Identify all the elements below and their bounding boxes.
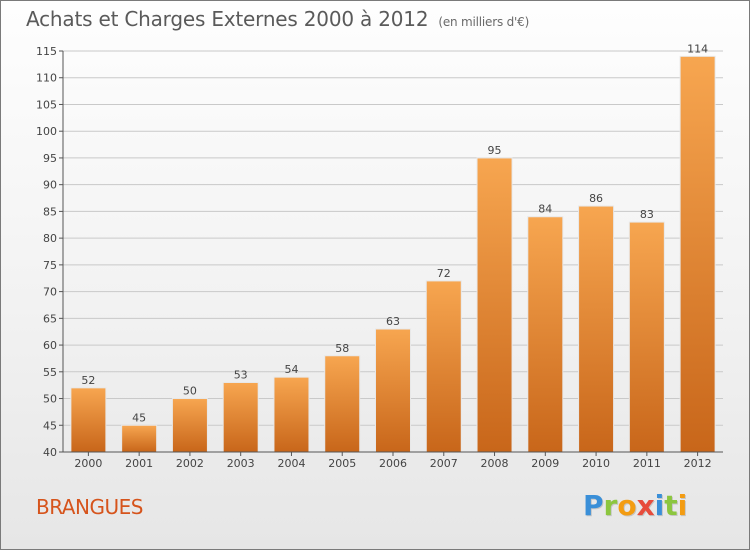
y-tick-label: 115 — [36, 45, 57, 58]
bar-2009 — [527, 216, 564, 453]
y-tick-label: 95 — [43, 152, 57, 165]
y-tick-label: 65 — [43, 312, 57, 325]
logo-letter: t — [664, 489, 678, 522]
data-label-2007: 72 — [437, 267, 451, 280]
data-label-2012: 114 — [687, 42, 708, 55]
bar-2006 — [375, 328, 411, 453]
chart-title: Achats et Charges Externes 2000 à 2012 (e… — [26, 7, 529, 31]
x-tick-label-2002: 2002 — [176, 457, 204, 470]
bar-2012 — [679, 55, 716, 453]
bar-2008 — [476, 157, 513, 453]
y-tick-label: 45 — [43, 419, 57, 432]
logo-letter: P — [583, 489, 604, 522]
bar-2003 — [222, 381, 259, 453]
y-tick-label: 90 — [43, 179, 57, 192]
x-tick-label-2011: 2011 — [633, 457, 661, 470]
y-tick-label: 75 — [43, 259, 57, 272]
x-tick-label-2005: 2005 — [328, 457, 356, 470]
logo-letter: x — [636, 489, 655, 522]
y-tick-label: 80 — [43, 232, 57, 245]
y-tick-label: 40 — [43, 446, 57, 459]
bar-2001 — [121, 424, 158, 453]
data-label-2006: 63 — [386, 315, 400, 328]
logo-letter: i — [654, 489, 665, 522]
bar-2005 — [324, 355, 361, 453]
data-label-2008: 95 — [488, 144, 502, 157]
logo-letter: r — [603, 489, 618, 522]
bar-2002 — [171, 398, 208, 453]
x-tick-label-2004: 2004 — [277, 457, 305, 470]
bar-2004 — [273, 376, 310, 453]
data-label-2001: 45 — [132, 411, 146, 424]
x-tick-label-2009: 2009 — [531, 457, 559, 470]
x-tick-label-2001: 2001 — [125, 457, 153, 470]
proxiti-logo: Proxiti — [583, 489, 687, 522]
x-tick-label-2007: 2007 — [430, 457, 458, 470]
x-tick-label-2006: 2006 — [379, 457, 407, 470]
data-label-2011: 83 — [640, 208, 654, 221]
y-tick-label: 70 — [43, 286, 57, 299]
chart-title-text: Achats et Charges Externes 2000 à 2012 — [26, 7, 429, 31]
logo-letter: i — [677, 489, 688, 522]
x-tick-label-2003: 2003 — [227, 457, 255, 470]
data-label-2002: 50 — [183, 385, 197, 398]
y-tick-label: 85 — [43, 205, 57, 218]
y-tick-label: 100 — [36, 125, 57, 138]
x-tick-label-2012: 2012 — [684, 457, 712, 470]
y-tick-label: 55 — [43, 366, 57, 379]
data-label-2009: 84 — [538, 203, 552, 216]
bar-2010 — [578, 205, 615, 453]
data-label-2004: 54 — [284, 363, 298, 376]
data-label-2010: 86 — [589, 192, 603, 205]
y-tick-label: 60 — [43, 339, 57, 352]
x-tick-label-2008: 2008 — [481, 457, 509, 470]
x-tick-label-2000: 2000 — [74, 457, 102, 470]
bar-2007 — [425, 280, 462, 453]
x-tick-label-2010: 2010 — [582, 457, 610, 470]
chart-subtitle: (en milliers d'€) — [438, 15, 530, 29]
logo-letter: o — [617, 489, 637, 522]
bar-2000 — [70, 387, 107, 453]
data-label-2003: 53 — [234, 368, 248, 381]
bar-2011 — [628, 221, 665, 453]
data-label-2005: 58 — [335, 342, 349, 355]
y-tick-label: 50 — [43, 393, 57, 406]
data-label-2000: 52 — [81, 374, 95, 387]
y-tick-label: 105 — [36, 98, 57, 111]
commune-name: BRANGUES — [36, 495, 143, 519]
y-tick-label: 110 — [36, 72, 57, 85]
